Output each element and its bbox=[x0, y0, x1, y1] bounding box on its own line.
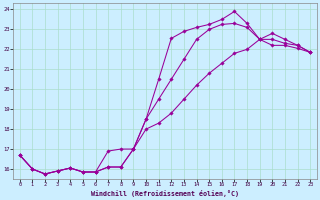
X-axis label: Windchill (Refroidissement éolien,°C): Windchill (Refroidissement éolien,°C) bbox=[91, 190, 239, 197]
